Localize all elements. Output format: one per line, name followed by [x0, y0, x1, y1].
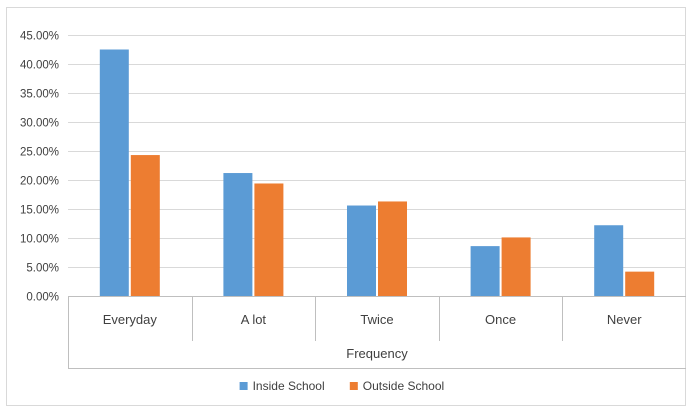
y-tick-label: 35.00% [20, 89, 59, 101]
legend: Inside School Outside School [239, 379, 444, 393]
bar-inside-school [99, 49, 129, 296]
y-tick-label: 25.00% [20, 147, 59, 159]
category-label: Twice [360, 312, 393, 327]
bars [99, 49, 655, 296]
legend-label: Inside School [253, 379, 325, 393]
y-tick-label: 40.00% [20, 60, 59, 72]
y-tick-label: 45.00% [20, 31, 59, 43]
bar-inside-school [470, 246, 500, 296]
bar-inside-school [347, 205, 376, 296]
y-tick-label: 15.00% [20, 205, 59, 217]
gridlines [68, 35, 686, 268]
bar-outside-school [625, 271, 655, 296]
bar-inside-school [223, 173, 253, 296]
y-tick-label: 20.00% [20, 176, 59, 188]
bar-outside-school [501, 237, 531, 296]
legend-label: Outside School [363, 379, 444, 393]
legend-swatch [239, 382, 248, 390]
category-axis-table [68, 296, 686, 369]
y-tick-label: 0.00% [26, 292, 59, 304]
y-tick-label: 10.00% [20, 234, 59, 246]
bar-outside-school [130, 155, 160, 296]
y-tick-label: 5.00% [26, 263, 59, 275]
bar-outside-school [378, 201, 407, 296]
y-axis-tick-labels: 0.00% 5.00% 10.00% 15.00% 20.00% 25.00% 30.00%… [20, 31, 59, 304]
legend-swatch [349, 382, 358, 390]
category-label: Once [485, 312, 516, 327]
y-tick-label: 30.00% [20, 118, 59, 130]
bar-outside-school [254, 183, 284, 296]
category-label: A lot [241, 312, 267, 327]
category-label: Never [607, 312, 642, 327]
category-labels: Everyday A lot Twice Once Never [103, 312, 643, 327]
bar-inside-school [594, 225, 624, 296]
x-axis-title: Frequency [346, 346, 408, 361]
category-label: Everyday [103, 312, 158, 327]
